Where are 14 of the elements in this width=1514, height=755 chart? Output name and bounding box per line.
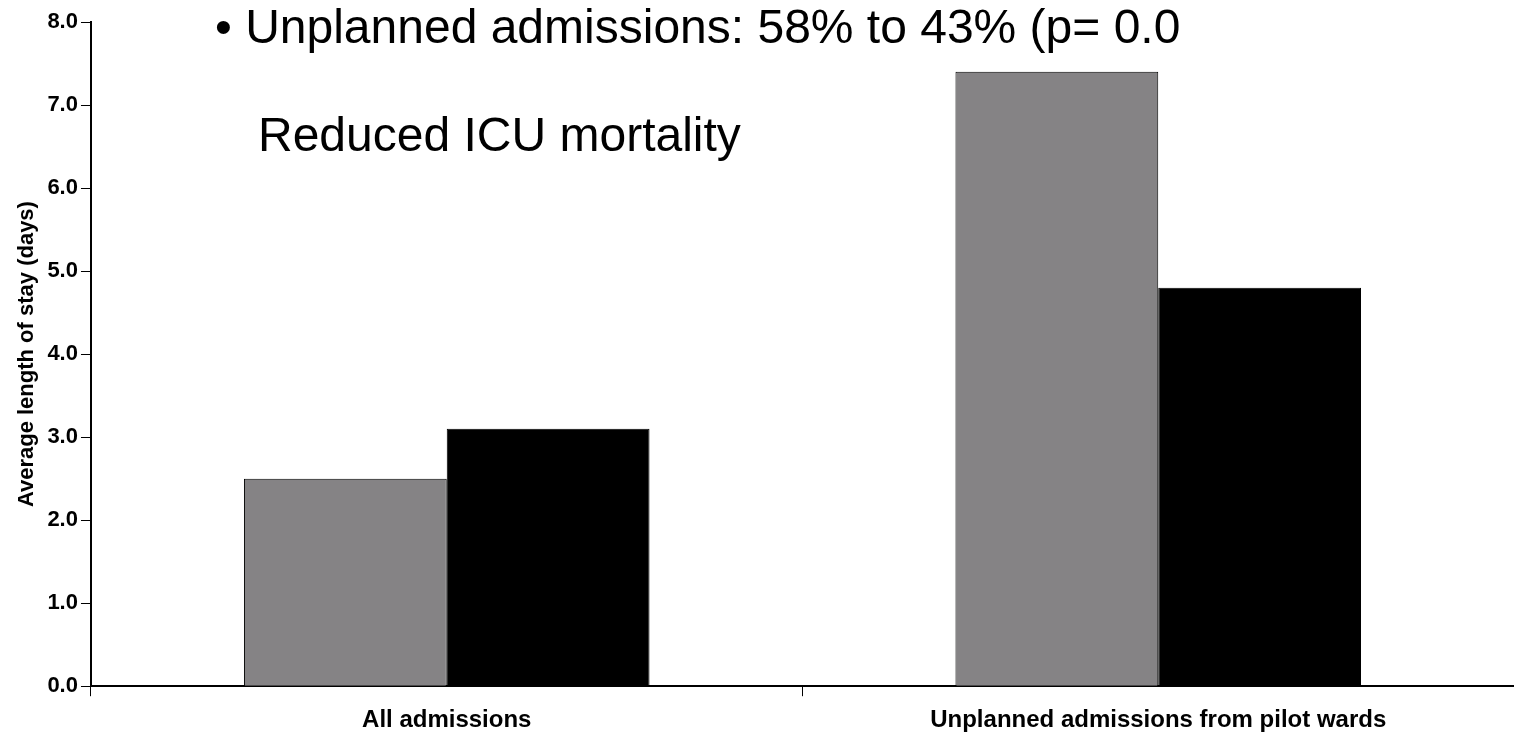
y-tick-label: 1.0 bbox=[47, 589, 78, 615]
y-tick-label: 7.0 bbox=[47, 91, 78, 117]
y-tick-label: 6.0 bbox=[47, 174, 78, 200]
annotation: Reduced ICU mortality bbox=[258, 108, 741, 162]
y-tick-label: 0.0 bbox=[47, 672, 78, 698]
y-tick-label: 5.0 bbox=[47, 257, 78, 283]
y-axis-title: Average length of stay (days) bbox=[13, 201, 39, 508]
y-tick-label: 8.0 bbox=[47, 8, 78, 34]
y-tick-label: 2.0 bbox=[47, 506, 78, 532]
annotation: • Unplanned admissions: 58% to 43% (p= 0.0 bbox=[215, 0, 1181, 54]
x-tick-label: Unplanned admissions from pilot wards bbox=[930, 705, 1387, 733]
y-tick-label: 4.0 bbox=[47, 340, 78, 366]
y-tick-label: 3.0 bbox=[47, 423, 78, 449]
x-tick-label: All admissions bbox=[362, 705, 532, 733]
